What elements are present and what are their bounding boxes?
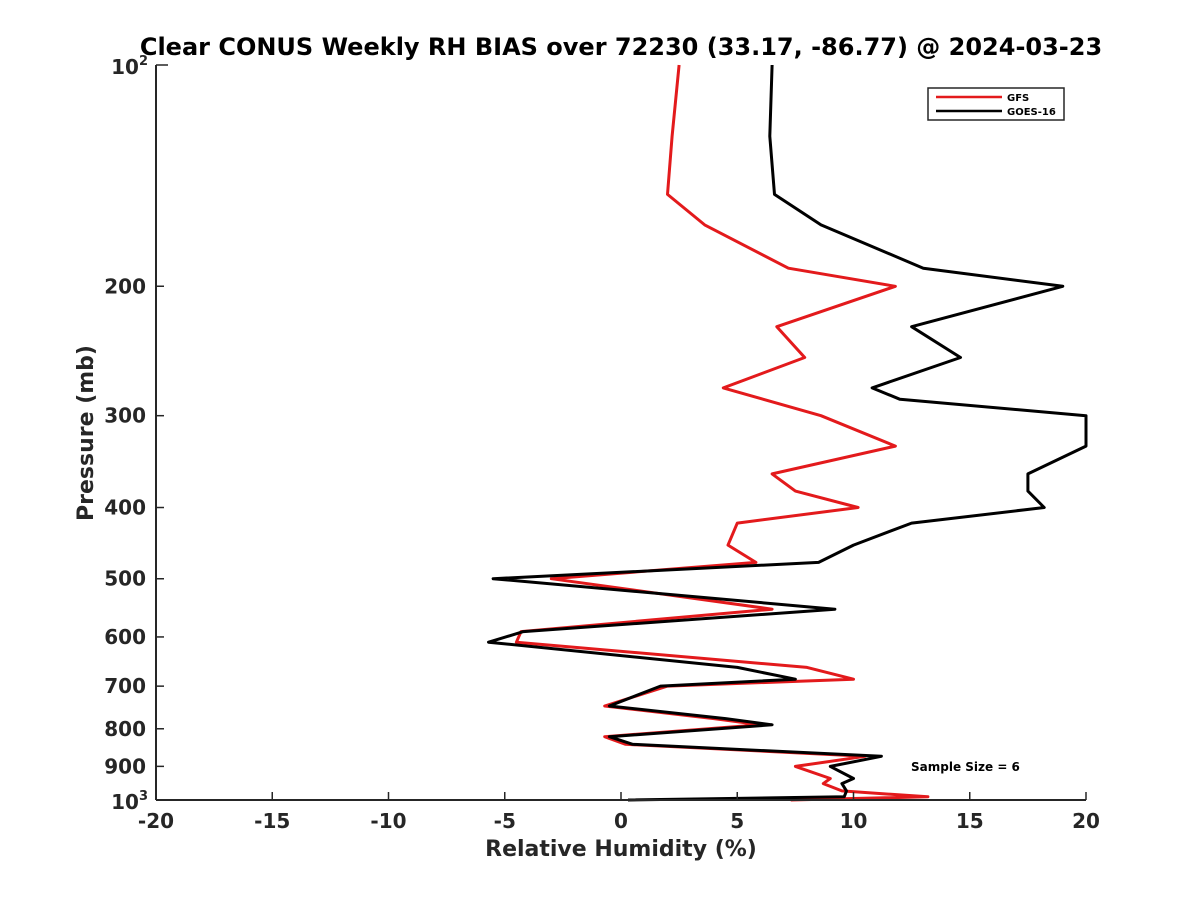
y-axis-label: Pressure (mb) (74, 345, 99, 521)
y-tick-label: 200 (104, 274, 146, 298)
legend-label-goes16: GOES-16 (1007, 107, 1056, 118)
y-tick-label: 800 (104, 717, 146, 741)
legend: GFS GOES-16 (927, 87, 1065, 121)
y-tick-label: 700 (104, 674, 146, 698)
x-tick-label: 20 (1072, 809, 1100, 833)
sample-size-annotation: Sample Size = 6 (911, 760, 1020, 774)
chart-title: Clear CONUS Weekly RH BIAS over 72230 (3… (140, 33, 1102, 61)
plot-area (156, 65, 1086, 800)
y-tick-label: 300 (104, 404, 146, 428)
y-major-tick-label: 102 (111, 54, 148, 79)
y-tick-label: 900 (104, 754, 146, 778)
x-tick-label: 10 (840, 809, 868, 833)
y-tick-label: 600 (104, 625, 146, 649)
x-ticks: -20 -15 -10 -5 0 5 10 15 20 (138, 792, 1100, 833)
x-tick-label: 0 (614, 809, 628, 833)
x-axis-label: Relative Humidity (%) (485, 837, 757, 862)
x-tick-label: -5 (494, 809, 516, 833)
series-layer (487, 64, 1088, 802)
y-tick-label: 400 (104, 496, 146, 520)
x-tick-label: 5 (730, 809, 744, 833)
y-ticks: 200 300 400 500 600 700 800 900 102 103 (104, 54, 168, 814)
y-tick-label: 500 (104, 567, 146, 591)
legend-label-gfs: GFS (1007, 93, 1029, 104)
legend-box (927, 87, 1065, 121)
x-tick-label: -20 (138, 809, 174, 833)
x-tick-label: -10 (370, 809, 406, 833)
x-tick-label: -15 (254, 809, 290, 833)
y-major-tick-label: 103 (111, 789, 148, 814)
series-line-goes16 (487, 64, 1088, 802)
x-tick-label: 15 (956, 809, 984, 833)
